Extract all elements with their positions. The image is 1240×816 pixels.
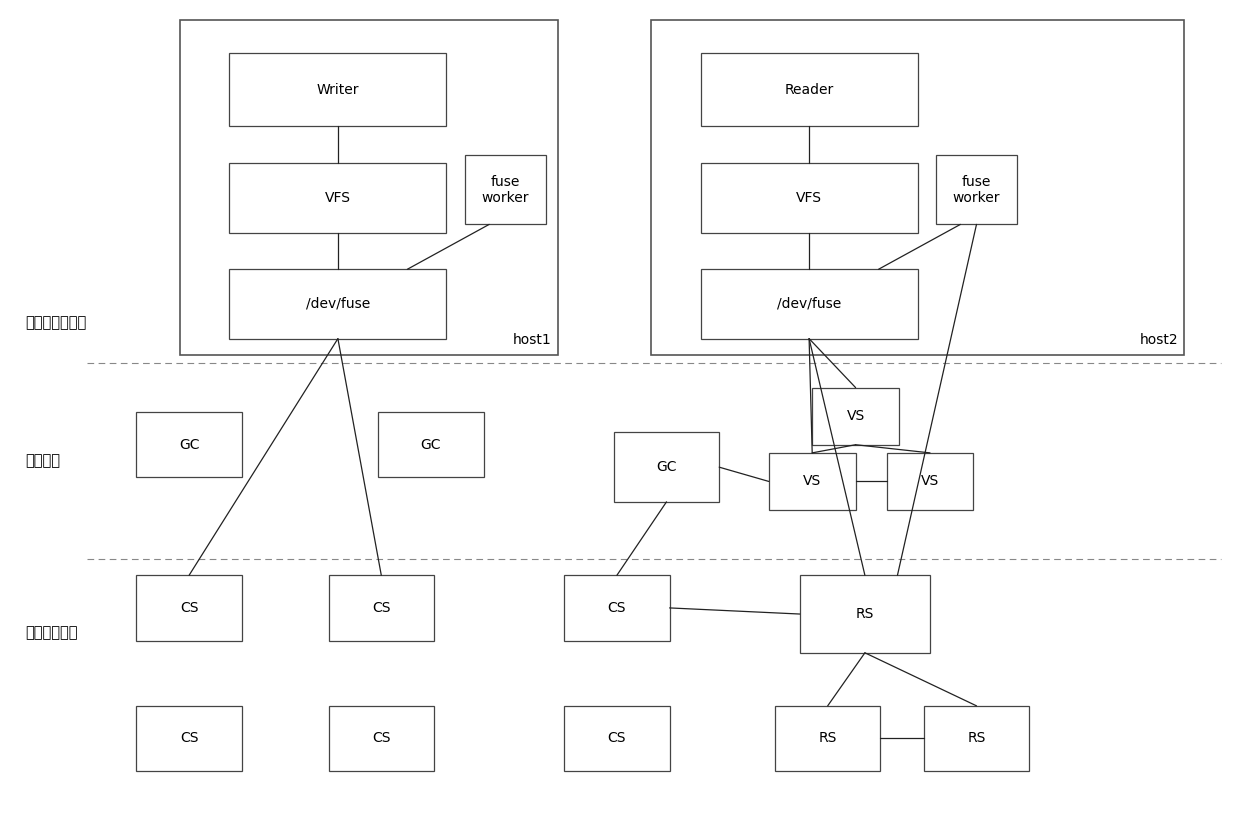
Bar <box>180 20 558 355</box>
Text: GC: GC <box>420 437 441 452</box>
Bar <box>614 432 719 502</box>
Text: VS: VS <box>921 474 939 489</box>
Text: CS: CS <box>372 601 391 615</box>
Text: 文件系统接入层: 文件系统接入层 <box>25 315 86 330</box>
Text: fuse
worker: fuse worker <box>481 175 529 205</box>
Text: GC: GC <box>179 437 200 452</box>
Text: 数据块服务层: 数据块服务层 <box>25 625 77 640</box>
Text: GC: GC <box>656 460 677 474</box>
Text: CS: CS <box>608 731 626 746</box>
Bar <box>936 155 1017 224</box>
Text: CS: CS <box>180 731 198 746</box>
Text: VS: VS <box>847 409 864 424</box>
Text: RS: RS <box>856 607 874 621</box>
Text: 巻服务层: 巻服务层 <box>25 454 60 468</box>
Text: host1: host1 <box>513 333 552 347</box>
Text: host2: host2 <box>1140 333 1178 347</box>
Text: RS: RS <box>967 731 986 746</box>
Bar <box>769 453 856 510</box>
Bar <box>701 53 918 126</box>
Text: RS: RS <box>818 731 837 746</box>
Text: Reader: Reader <box>785 82 833 97</box>
Bar <box>651 20 1184 355</box>
Bar <box>329 575 434 641</box>
Bar <box>701 163 918 233</box>
Bar <box>229 269 446 339</box>
Bar <box>812 388 899 445</box>
Bar <box>378 412 484 477</box>
Text: fuse
worker: fuse worker <box>952 175 1001 205</box>
Bar <box>136 575 242 641</box>
Bar <box>701 269 918 339</box>
Bar <box>229 163 446 233</box>
Bar <box>800 575 930 653</box>
Text: Writer: Writer <box>316 82 360 97</box>
Bar <box>775 706 880 771</box>
Text: CS: CS <box>180 601 198 615</box>
Text: /dev/fuse: /dev/fuse <box>306 297 370 311</box>
Text: VFS: VFS <box>325 191 351 205</box>
Bar <box>924 706 1029 771</box>
Bar <box>465 155 546 224</box>
Bar <box>564 706 670 771</box>
Text: /dev/fuse: /dev/fuse <box>777 297 841 311</box>
Text: CS: CS <box>372 731 391 746</box>
Bar <box>136 706 242 771</box>
Bar <box>329 706 434 771</box>
Bar <box>887 453 973 510</box>
Text: VFS: VFS <box>796 191 822 205</box>
Text: CS: CS <box>608 601 626 615</box>
Bar <box>564 575 670 641</box>
Text: VS: VS <box>804 474 821 489</box>
Bar <box>136 412 242 477</box>
Bar <box>229 53 446 126</box>
